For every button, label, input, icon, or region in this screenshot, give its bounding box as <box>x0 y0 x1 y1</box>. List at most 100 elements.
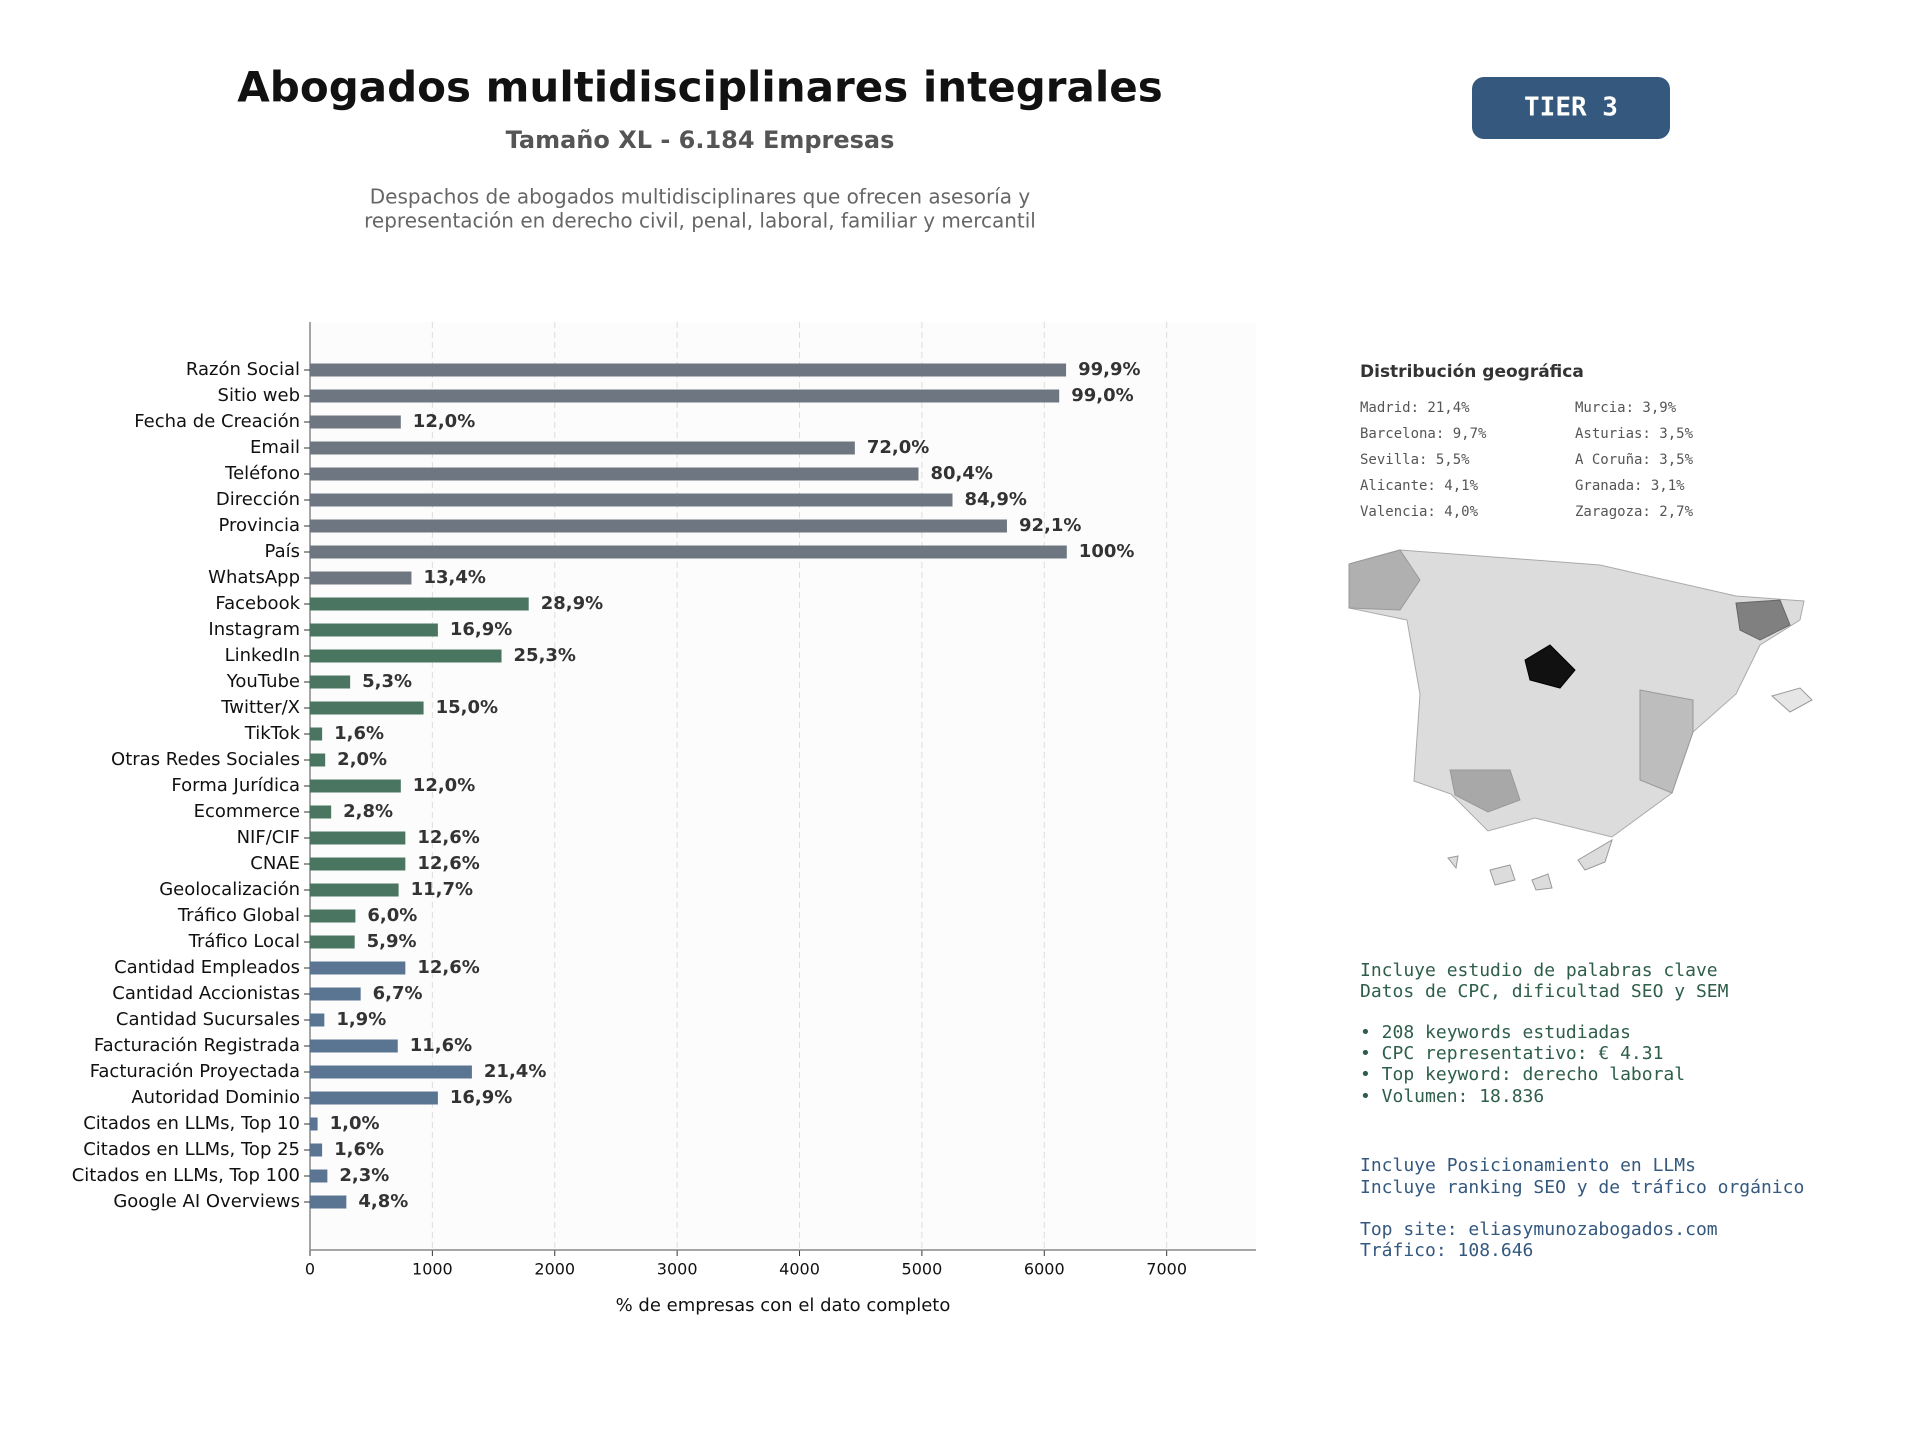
bar <box>310 519 1007 533</box>
geo-item: Barcelona: 9,7% <box>1360 426 1487 442</box>
bar <box>310 389 1060 403</box>
badge: TIER 3 <box>1524 93 1618 123</box>
geo-item: Asturias: 3,5% <box>1575 426 1694 442</box>
value-label: 84,9% <box>964 489 1026 510</box>
bar <box>310 805 332 819</box>
y-tick-label: WhatsApp <box>208 567 300 588</box>
value-label: 12,6% <box>417 957 479 978</box>
y-tick-label: LinkedIn <box>225 645 300 666</box>
value-label: 1,6% <box>334 723 384 744</box>
value-label: 12,6% <box>417 827 479 848</box>
bar <box>310 545 1067 559</box>
bar <box>310 961 406 975</box>
bar <box>310 1039 398 1053</box>
map <box>1348 549 1813 891</box>
y-tick-label: Autoridad Dominio <box>131 1087 300 1108</box>
value-label: 72,0% <box>867 437 929 458</box>
y-tick-label: Teléfono <box>224 463 300 484</box>
value-label: 13,4% <box>423 567 485 588</box>
value-label: 28,9% <box>541 593 603 614</box>
baleares <box>1770 687 1813 713</box>
geo-item: Granada: 3,1% <box>1575 478 1685 494</box>
bar <box>310 1117 318 1131</box>
bar <box>310 1091 438 1105</box>
y-tick-label: Citados en LLMs, Top 10 <box>83 1113 300 1134</box>
geo-item: Murcia: 3,9% <box>1575 400 1677 416</box>
geo-item: Sevilla: 5,5% <box>1360 452 1470 468</box>
value-label: 99,9% <box>1078 359 1140 380</box>
y-tick-label: Instagram <box>208 619 300 640</box>
title: Abogados multidisciplinares integrales <box>237 63 1162 112</box>
y-tick-label: YouTube <box>226 671 300 692</box>
bar <box>310 987 361 1001</box>
y-tick-label: Cantidad Sucursales <box>116 1009 300 1030</box>
x-tick-label: 4000 <box>779 1260 820 1279</box>
x-tick-label: 6000 <box>1024 1260 1065 1279</box>
x-tick-label: 5000 <box>902 1260 943 1279</box>
y-tick-label: TikTok <box>244 723 301 744</box>
bar <box>310 415 401 429</box>
bar <box>310 831 406 845</box>
keyword-line: Datos de CPC, dificultad SEO y SEM <box>1360 981 1729 1002</box>
value-label: 11,7% <box>411 879 473 900</box>
bar <box>310 675 351 689</box>
y-tick-label: Razón Social <box>186 359 300 380</box>
value-label: 5,3% <box>362 671 412 692</box>
value-label: 12,0% <box>413 775 475 796</box>
value-label: 12,6% <box>417 853 479 874</box>
bar <box>310 1195 347 1209</box>
llm-line: Top site: eliasymunozabogados.com <box>1360 1219 1718 1240</box>
keyword-line: • 208 keywords estudiadas <box>1360 1022 1631 1043</box>
sevilla <box>1449 769 1521 813</box>
bar <box>310 857 406 871</box>
bar <box>310 727 323 741</box>
bar <box>310 1169 328 1183</box>
bar <box>310 753 326 767</box>
llm-line: Incluye ranking SEO y de tráfico orgánic… <box>1360 1177 1804 1198</box>
description: Despachos de abogados multidisciplinares… <box>370 185 1031 209</box>
geo-item: A Coruña: 3,5% <box>1575 452 1694 468</box>
y-tick-label: Ecommerce <box>194 801 300 822</box>
x-axis-label: % de empresas con el dato completo <box>616 1295 951 1316</box>
value-label: 25,3% <box>514 645 576 666</box>
bar <box>310 883 399 897</box>
y-tick-label: Facturación Registrada <box>94 1035 300 1056</box>
value-label: 6,0% <box>367 905 417 926</box>
bar <box>310 935 355 949</box>
llm-line: Tráfico: 108.646 <box>1360 1240 1533 1261</box>
y-tick-label: Cantidad Empleados <box>114 957 300 978</box>
y-tick-label: CNAE <box>250 853 300 874</box>
bar <box>310 571 412 585</box>
y-tick-label: Facebook <box>215 593 300 614</box>
keyword-line: • CPC representativo: € 4.31 <box>1360 1043 1663 1064</box>
y-tick-label: Google AI Overviews <box>113 1191 300 1212</box>
geo-item: Alicante: 4,1% <box>1360 478 1479 494</box>
value-label: 12,0% <box>413 411 475 432</box>
x-tick-label: 7000 <box>1146 1260 1187 1279</box>
bar <box>310 597 529 611</box>
bar <box>310 1065 472 1079</box>
galicia <box>1348 549 1421 611</box>
y-tick-label: Otras Redes Sociales <box>111 749 300 770</box>
value-label: 92,1% <box>1019 515 1081 536</box>
value-label: 11,6% <box>410 1035 472 1056</box>
x-tick-label: 0 <box>305 1260 315 1279</box>
keyword-line: • Volumen: 18.836 <box>1360 1086 1544 1107</box>
bar <box>310 701 424 715</box>
value-label: 1,0% <box>330 1113 380 1134</box>
badge-box <box>1472 77 1670 139</box>
geo-item: Zaragoza: 2,7% <box>1575 504 1694 520</box>
barcelona <box>1735 599 1791 641</box>
value-label: 16,9% <box>450 1087 512 1108</box>
value-label: 5,9% <box>367 931 417 952</box>
y-tick-label: Twitter/X <box>220 697 300 718</box>
bar <box>310 441 855 455</box>
value-label: 80,4% <box>930 463 992 484</box>
y-tick-label: País <box>265 541 300 562</box>
x-tick-label: 1000 <box>412 1260 453 1279</box>
value-label: 4,8% <box>358 1191 408 1212</box>
y-tick-label: Forma Jurídica <box>171 775 300 796</box>
bar <box>310 909 356 923</box>
llm-line: Incluye Posicionamiento en LLMs <box>1360 1155 1696 1176</box>
geo-item: Madrid: 21,4% <box>1360 400 1470 416</box>
